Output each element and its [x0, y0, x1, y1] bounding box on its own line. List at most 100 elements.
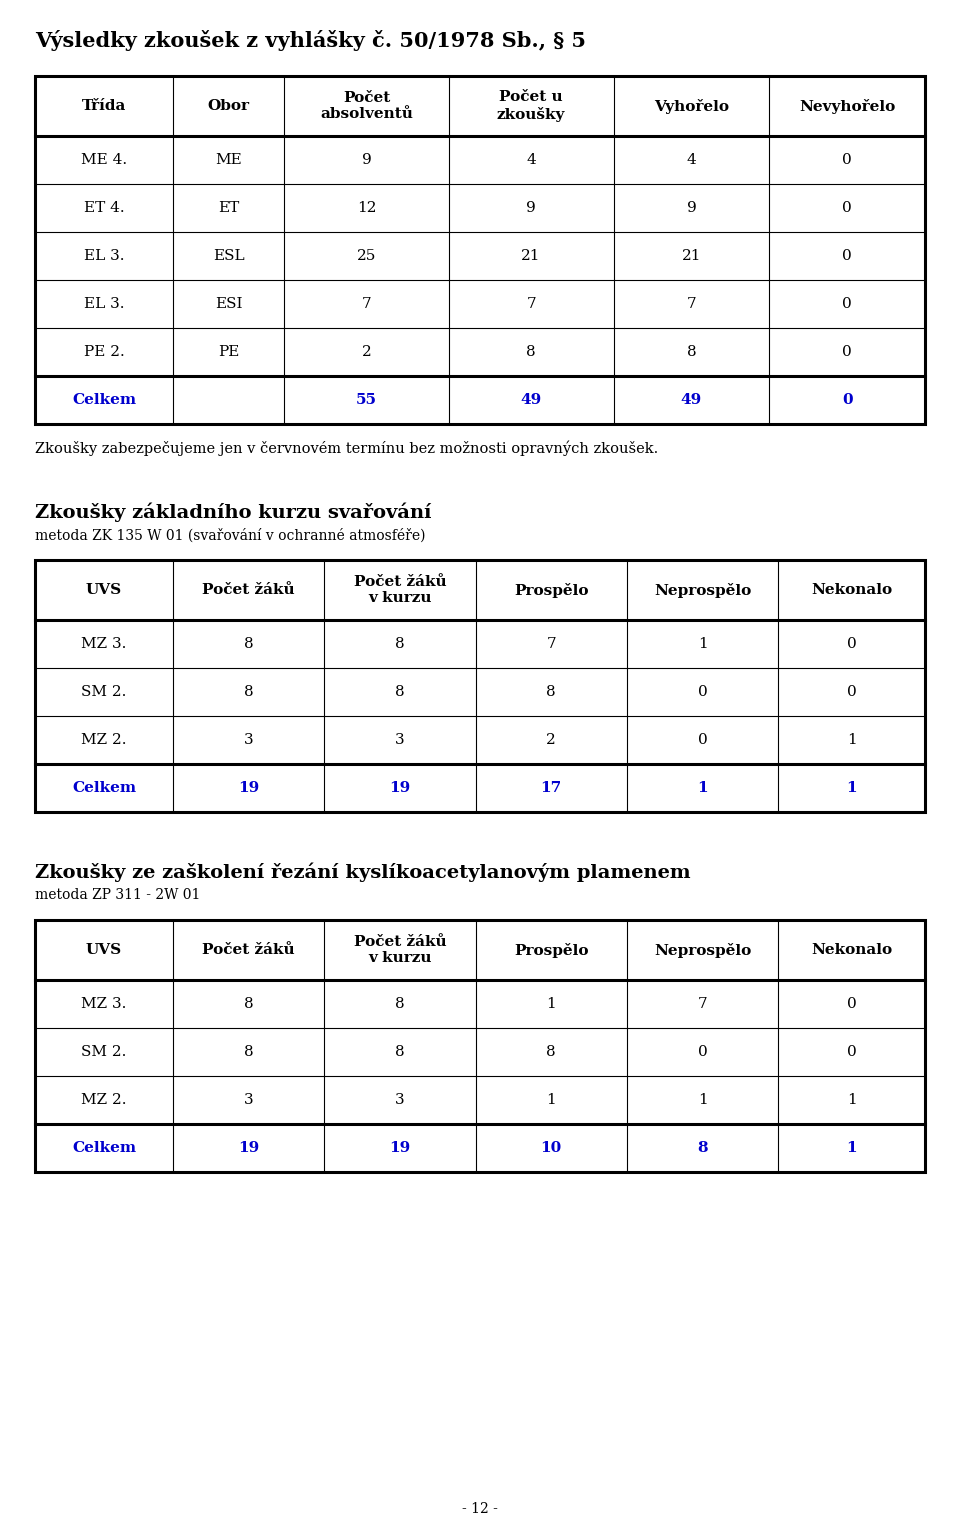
- Text: ME 4.: ME 4.: [81, 154, 127, 168]
- Text: Počet
absolventů: Počet absolventů: [320, 91, 413, 121]
- Text: 19: 19: [389, 1140, 411, 1154]
- Text: 19: 19: [238, 781, 259, 795]
- Text: 3: 3: [244, 733, 253, 747]
- Text: Celkem: Celkem: [72, 781, 136, 795]
- Text: PE 2.: PE 2.: [84, 344, 125, 360]
- Text: Zkoušky zabezpečujeme jen v červnovém termínu bez možnosti opravných zkoušek.: Zkoušky zabezpečujeme jen v červnovém te…: [35, 440, 659, 455]
- Text: 4: 4: [526, 154, 536, 168]
- Text: 8: 8: [546, 686, 556, 699]
- Text: 21: 21: [682, 249, 701, 263]
- Text: 25: 25: [357, 249, 376, 263]
- Text: 1: 1: [847, 733, 856, 747]
- Text: MZ 2.: MZ 2.: [82, 733, 127, 747]
- Text: 4: 4: [686, 154, 696, 168]
- Text: SM 2.: SM 2.: [82, 1045, 127, 1059]
- Text: 7: 7: [698, 998, 708, 1011]
- Text: 7: 7: [546, 636, 556, 652]
- Text: Nevyhořelo: Nevyhořelo: [799, 98, 896, 114]
- Text: 9: 9: [526, 201, 536, 215]
- Text: Počet žáků: Počet žáků: [203, 583, 295, 596]
- Text: 0: 0: [847, 998, 856, 1011]
- Text: EL 3.: EL 3.: [84, 249, 124, 263]
- Text: 8: 8: [396, 1045, 405, 1059]
- Text: 0: 0: [698, 733, 708, 747]
- Text: 55: 55: [356, 393, 377, 407]
- Text: ESL: ESL: [213, 249, 245, 263]
- Text: 0: 0: [842, 344, 852, 360]
- Text: Počet u
zkoušky: Počet u zkoušky: [497, 91, 565, 121]
- Text: 0: 0: [847, 636, 856, 652]
- Text: MZ 3.: MZ 3.: [82, 636, 127, 652]
- Text: 0: 0: [842, 393, 852, 407]
- Text: 1: 1: [698, 636, 708, 652]
- Text: 7: 7: [526, 297, 536, 310]
- Text: 1: 1: [546, 998, 556, 1011]
- Text: Počet žáků: Počet žáků: [203, 944, 295, 958]
- Text: 8: 8: [244, 1045, 253, 1059]
- Text: 0: 0: [847, 686, 856, 699]
- Text: 8: 8: [244, 998, 253, 1011]
- Text: 7: 7: [362, 297, 372, 310]
- Text: 0: 0: [847, 1045, 856, 1059]
- Text: Obor: Obor: [207, 98, 250, 114]
- Text: 8: 8: [244, 686, 253, 699]
- Text: 9: 9: [686, 201, 696, 215]
- Text: Celkem: Celkem: [72, 393, 136, 407]
- Text: 49: 49: [681, 393, 702, 407]
- Text: MZ 3.: MZ 3.: [82, 998, 127, 1011]
- Text: 1: 1: [847, 1093, 856, 1107]
- Text: Neprospělo: Neprospělo: [654, 583, 751, 598]
- Text: Celkem: Celkem: [72, 1140, 136, 1154]
- Text: 8: 8: [546, 1045, 556, 1059]
- Text: 8: 8: [244, 636, 253, 652]
- Text: 19: 19: [238, 1140, 259, 1154]
- Text: Nekonalo: Nekonalo: [811, 944, 892, 958]
- Text: 2: 2: [362, 344, 372, 360]
- Text: ESI: ESI: [215, 297, 242, 310]
- Text: 10: 10: [540, 1140, 562, 1154]
- Text: 8: 8: [526, 344, 536, 360]
- Text: SM 2.: SM 2.: [82, 686, 127, 699]
- Text: PE: PE: [218, 344, 239, 360]
- Text: Třída: Třída: [82, 98, 126, 114]
- Text: 1: 1: [847, 781, 857, 795]
- Text: 7: 7: [686, 297, 696, 310]
- Text: UVS: UVS: [85, 583, 122, 596]
- Text: 3: 3: [244, 1093, 253, 1107]
- Bar: [35, 75, 925, 424]
- Text: 8: 8: [686, 344, 696, 360]
- Text: metoda ZP 311 - 2W 01: metoda ZP 311 - 2W 01: [35, 888, 201, 902]
- Text: ET 4.: ET 4.: [84, 201, 124, 215]
- Text: 1: 1: [847, 1140, 857, 1154]
- Text: MZ 2.: MZ 2.: [82, 1093, 127, 1107]
- Text: - 12 -: - 12 -: [462, 1502, 498, 1515]
- Text: 0: 0: [842, 201, 852, 215]
- Text: UVS: UVS: [85, 944, 122, 958]
- Text: Počet žáků
v kurzu: Počet žáků v kurzu: [353, 934, 446, 965]
- Text: 8: 8: [396, 686, 405, 699]
- Text: Prospělo: Prospělo: [514, 583, 588, 598]
- Text: 0: 0: [698, 1045, 708, 1059]
- Text: EL 3.: EL 3.: [84, 297, 124, 310]
- Text: 0: 0: [842, 154, 852, 168]
- Text: 0: 0: [698, 686, 708, 699]
- Text: 12: 12: [357, 201, 376, 215]
- Text: 8: 8: [697, 1140, 708, 1154]
- Text: 3: 3: [396, 733, 405, 747]
- Text: Neprospělo: Neprospělo: [654, 942, 751, 958]
- Text: Zkoušky ze zaškolení řezání kyslíkoacetylanovým plamenem: Zkoušky ze zaškolení řezání kyslíkoacety…: [35, 862, 690, 882]
- Text: 8: 8: [396, 998, 405, 1011]
- Bar: [35, 559, 925, 812]
- Text: Zkoušky základního kurzu svařování: Zkoušky základního kurzu svařování: [35, 503, 431, 521]
- Text: 3: 3: [396, 1093, 405, 1107]
- Bar: [35, 921, 925, 1173]
- Text: 19: 19: [389, 781, 411, 795]
- Text: 49: 49: [520, 393, 541, 407]
- Text: 0: 0: [842, 249, 852, 263]
- Text: 0: 0: [842, 297, 852, 310]
- Text: Prospělo: Prospělo: [514, 942, 588, 958]
- Text: 17: 17: [540, 781, 562, 795]
- Text: 1: 1: [546, 1093, 556, 1107]
- Text: 8: 8: [396, 636, 405, 652]
- Text: metoda ZK 135 W 01 (svařování v ochranné atmosféře): metoda ZK 135 W 01 (svařování v ochranné…: [35, 529, 425, 543]
